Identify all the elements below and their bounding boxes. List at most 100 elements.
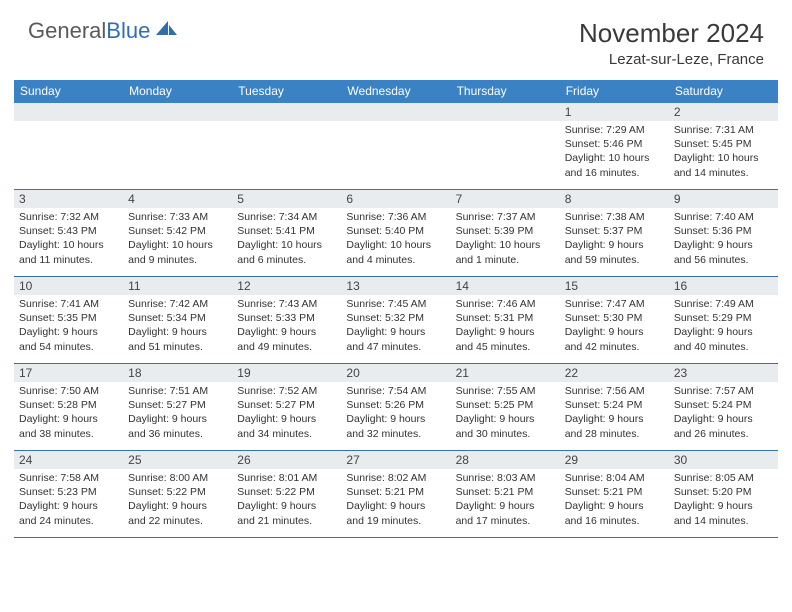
logo-text-general: General — [28, 18, 106, 43]
day-details: Sunrise: 7:50 AMSunset: 5:28 PMDaylight:… — [14, 382, 123, 445]
day-number: 20 — [341, 364, 450, 382]
day-number: 2 — [669, 103, 778, 121]
sunset-text: Sunset: 5:24 PM — [674, 398, 773, 412]
calendar-cell-empty — [341, 103, 450, 189]
sunset-text: Sunset: 5:46 PM — [565, 137, 664, 151]
sunrise-text: Sunrise: 8:05 AM — [674, 471, 773, 485]
day-number: 1 — [560, 103, 669, 121]
day-details: Sunrise: 7:56 AMSunset: 5:24 PMDaylight:… — [560, 382, 669, 445]
day-details: Sunrise: 7:34 AMSunset: 5:41 PMDaylight:… — [232, 208, 341, 271]
day-details: Sunrise: 7:49 AMSunset: 5:29 PMDaylight:… — [669, 295, 778, 358]
sunset-text: Sunset: 5:21 PM — [456, 485, 555, 499]
sunset-text: Sunset: 5:39 PM — [456, 224, 555, 238]
day-details: Sunrise: 8:02 AMSunset: 5:21 PMDaylight:… — [341, 469, 450, 532]
day-details: Sunrise: 7:36 AMSunset: 5:40 PMDaylight:… — [341, 208, 450, 271]
day-number: 21 — [451, 364, 560, 382]
daylight-text: Daylight: 10 hours and 6 minutes. — [237, 238, 336, 266]
calendar-cell: 8Sunrise: 7:38 AMSunset: 5:37 PMDaylight… — [560, 190, 669, 276]
daylight-text: Daylight: 9 hours and 54 minutes. — [19, 325, 118, 353]
sunrise-text: Sunrise: 7:55 AM — [456, 384, 555, 398]
sunrise-text: Sunrise: 7:38 AM — [565, 210, 664, 224]
calendar-cell: 4Sunrise: 7:33 AMSunset: 5:42 PMDaylight… — [123, 190, 232, 276]
calendar-cell: 5Sunrise: 7:34 AMSunset: 5:41 PMDaylight… — [232, 190, 341, 276]
sunset-text: Sunset: 5:27 PM — [128, 398, 227, 412]
daylight-text: Daylight: 9 hours and 22 minutes. — [128, 499, 227, 527]
calendar-cell: 27Sunrise: 8:02 AMSunset: 5:21 PMDayligh… — [341, 451, 450, 537]
sunset-text: Sunset: 5:43 PM — [19, 224, 118, 238]
calendar-cell: 18Sunrise: 7:51 AMSunset: 5:27 PMDayligh… — [123, 364, 232, 450]
day-details: Sunrise: 7:42 AMSunset: 5:34 PMDaylight:… — [123, 295, 232, 358]
sunrise-text: Sunrise: 8:04 AM — [565, 471, 664, 485]
day-number: 29 — [560, 451, 669, 469]
sunrise-text: Sunrise: 7:46 AM — [456, 297, 555, 311]
sunset-text: Sunset: 5:30 PM — [565, 311, 664, 325]
weekday-header-cell: Thursday — [451, 80, 560, 103]
sunrise-text: Sunrise: 7:40 AM — [674, 210, 773, 224]
sunrise-text: Sunrise: 7:42 AM — [128, 297, 227, 311]
day-number: 3 — [14, 190, 123, 208]
day-number: 18 — [123, 364, 232, 382]
sunset-text: Sunset: 5:20 PM — [674, 485, 773, 499]
day-number — [14, 103, 123, 121]
sunset-text: Sunset: 5:45 PM — [674, 137, 773, 151]
calendar-cell: 14Sunrise: 7:46 AMSunset: 5:31 PMDayligh… — [451, 277, 560, 363]
daylight-text: Daylight: 9 hours and 51 minutes. — [128, 325, 227, 353]
calendar-cell: 7Sunrise: 7:37 AMSunset: 5:39 PMDaylight… — [451, 190, 560, 276]
daylight-text: Daylight: 9 hours and 24 minutes. — [19, 499, 118, 527]
calendar-cell-empty — [123, 103, 232, 189]
sunrise-text: Sunrise: 7:51 AM — [128, 384, 227, 398]
sunrise-text: Sunrise: 8:00 AM — [128, 471, 227, 485]
calendar-cell: 16Sunrise: 7:49 AMSunset: 5:29 PMDayligh… — [669, 277, 778, 363]
sunrise-text: Sunrise: 7:50 AM — [19, 384, 118, 398]
calendar-cell: 20Sunrise: 7:54 AMSunset: 5:26 PMDayligh… — [341, 364, 450, 450]
weekday-header-cell: Sunday — [14, 80, 123, 103]
weekday-header-cell: Tuesday — [232, 80, 341, 103]
sunrise-text: Sunrise: 8:01 AM — [237, 471, 336, 485]
day-details: Sunrise: 7:40 AMSunset: 5:36 PMDaylight:… — [669, 208, 778, 271]
sunrise-text: Sunrise: 7:58 AM — [19, 471, 118, 485]
sunset-text: Sunset: 5:23 PM — [19, 485, 118, 499]
daylight-text: Daylight: 9 hours and 34 minutes. — [237, 412, 336, 440]
day-number: 11 — [123, 277, 232, 295]
sunset-text: Sunset: 5:37 PM — [565, 224, 664, 238]
day-number: 7 — [451, 190, 560, 208]
calendar-cell: 3Sunrise: 7:32 AMSunset: 5:43 PMDaylight… — [14, 190, 123, 276]
day-details: Sunrise: 8:04 AMSunset: 5:21 PMDaylight:… — [560, 469, 669, 532]
daylight-text: Daylight: 9 hours and 14 minutes. — [674, 499, 773, 527]
calendar-week-row: 1Sunrise: 7:29 AMSunset: 5:46 PMDaylight… — [14, 103, 778, 190]
sunset-text: Sunset: 5:26 PM — [346, 398, 445, 412]
daylight-text: Daylight: 9 hours and 16 minutes. — [565, 499, 664, 527]
day-number: 22 — [560, 364, 669, 382]
day-details: Sunrise: 7:54 AMSunset: 5:26 PMDaylight:… — [341, 382, 450, 445]
day-details: Sunrise: 7:45 AMSunset: 5:32 PMDaylight:… — [341, 295, 450, 358]
weekday-header-row: SundayMondayTuesdayWednesdayThursdayFrid… — [14, 80, 778, 103]
day-number: 6 — [341, 190, 450, 208]
calendar-cell: 26Sunrise: 8:01 AMSunset: 5:22 PMDayligh… — [232, 451, 341, 537]
sunset-text: Sunset: 5:21 PM — [565, 485, 664, 499]
sunrise-text: Sunrise: 7:33 AM — [128, 210, 227, 224]
calendar-cell: 22Sunrise: 7:56 AMSunset: 5:24 PMDayligh… — [560, 364, 669, 450]
day-details: Sunrise: 8:05 AMSunset: 5:20 PMDaylight:… — [669, 469, 778, 532]
day-details: Sunrise: 7:46 AMSunset: 5:31 PMDaylight:… — [451, 295, 560, 358]
daylight-text: Daylight: 10 hours and 11 minutes. — [19, 238, 118, 266]
calendar-cell: 6Sunrise: 7:36 AMSunset: 5:40 PMDaylight… — [341, 190, 450, 276]
daylight-text: Daylight: 10 hours and 1 minute. — [456, 238, 555, 266]
sunset-text: Sunset: 5:32 PM — [346, 311, 445, 325]
day-number — [451, 103, 560, 121]
calendar-cell: 25Sunrise: 8:00 AMSunset: 5:22 PMDayligh… — [123, 451, 232, 537]
calendar-cell: 23Sunrise: 7:57 AMSunset: 5:24 PMDayligh… — [669, 364, 778, 450]
day-details: Sunrise: 7:31 AMSunset: 5:45 PMDaylight:… — [669, 121, 778, 184]
day-details: Sunrise: 7:37 AMSunset: 5:39 PMDaylight:… — [451, 208, 560, 271]
calendar: SundayMondayTuesdayWednesdayThursdayFrid… — [14, 80, 778, 538]
calendar-cell: 29Sunrise: 8:04 AMSunset: 5:21 PMDayligh… — [560, 451, 669, 537]
day-details: Sunrise: 7:41 AMSunset: 5:35 PMDaylight:… — [14, 295, 123, 358]
daylight-text: Daylight: 9 hours and 40 minutes. — [674, 325, 773, 353]
day-number: 24 — [14, 451, 123, 469]
calendar-cell: 12Sunrise: 7:43 AMSunset: 5:33 PMDayligh… — [232, 277, 341, 363]
daylight-text: Daylight: 9 hours and 19 minutes. — [346, 499, 445, 527]
calendar-cell: 28Sunrise: 8:03 AMSunset: 5:21 PMDayligh… — [451, 451, 560, 537]
day-number — [123, 103, 232, 121]
sunrise-text: Sunrise: 8:02 AM — [346, 471, 445, 485]
day-number: 10 — [14, 277, 123, 295]
sunset-text: Sunset: 5:34 PM — [128, 311, 227, 325]
